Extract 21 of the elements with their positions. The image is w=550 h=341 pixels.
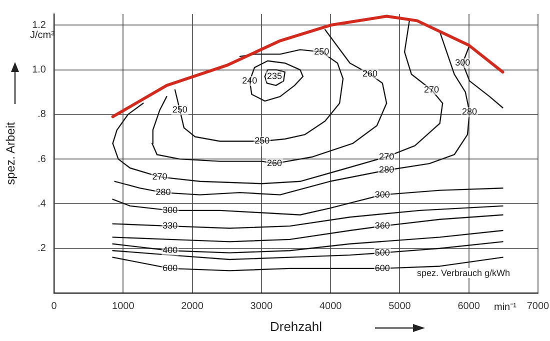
y-tick-label: 1.0 bbox=[32, 64, 46, 76]
y-tick-label: .2 bbox=[38, 243, 46, 254]
x-axis-title: Drehzahl bbox=[270, 318, 322, 334]
x-tick-label: 7000 bbox=[526, 300, 550, 312]
x-tick-label: 5000 bbox=[388, 300, 412, 312]
y-tick-label: .4 bbox=[38, 198, 46, 210]
y-tick-label: 1.2 bbox=[32, 20, 46, 31]
annotation: J/cm³ bbox=[30, 30, 54, 41]
x-tick-label: 6000 bbox=[458, 300, 480, 312]
y-axis-title: spez. Arbeit bbox=[4, 121, 18, 185]
y-tick-label: .6 bbox=[38, 154, 46, 165]
annotation: 240 bbox=[242, 75, 258, 86]
x-tick-label: 0 bbox=[51, 300, 58, 312]
text: min⁻¹ bbox=[494, 301, 516, 313]
x-tick-label: 3000 bbox=[250, 300, 273, 312]
x-tick-label: 4000 bbox=[319, 300, 342, 312]
x-tick-label: 2000 bbox=[181, 300, 204, 312]
annotation: spez. Verbrauch g/kWh bbox=[412, 268, 516, 278]
annotation: 235 bbox=[267, 70, 282, 81]
y-tick-label: .8 bbox=[38, 109, 46, 120]
x-tick-label: 1000 bbox=[112, 300, 135, 312]
